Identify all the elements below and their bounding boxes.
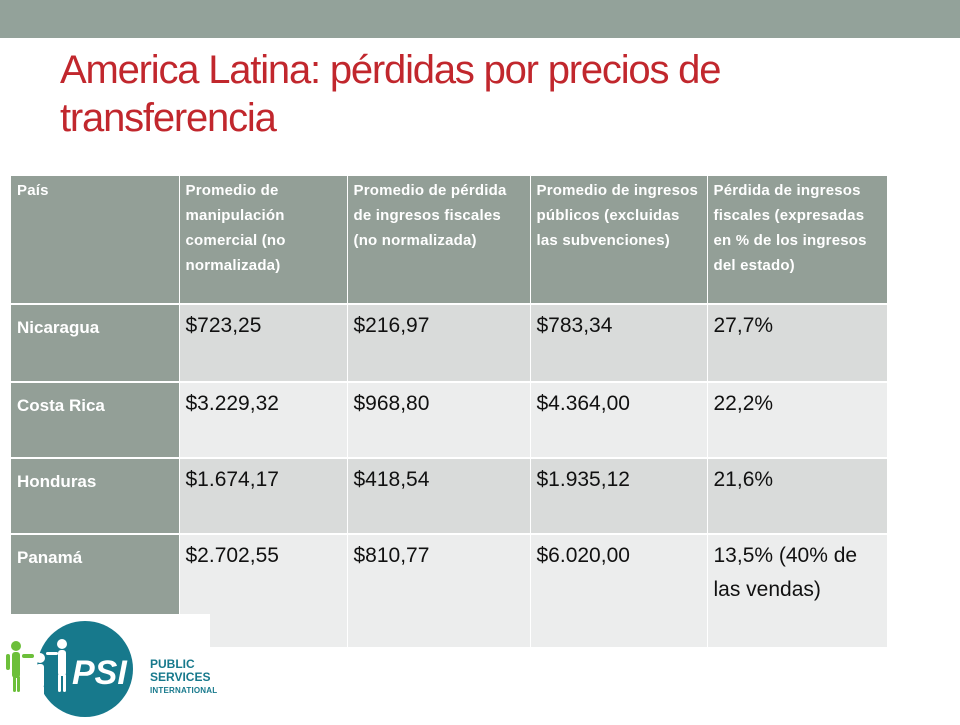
slide-title: America Latina: pérdidas por precios de …: [60, 48, 721, 140]
header-country: País: [11, 176, 180, 305]
table-cell: 13,5% (40% de las vendas): [707, 534, 888, 649]
table-cell: $216,97: [347, 304, 531, 383]
logo-line-1: PUBLIC: [150, 657, 195, 671]
table-cell: $418,54: [347, 458, 531, 535]
table-row: Nicaragua $723,25 $216,97 $783,34 27,7%: [11, 304, 888, 383]
table-cell: 27,7%: [707, 304, 888, 383]
logo-line-2: SERVICES: [150, 670, 211, 684]
table-cell: $1.935,12: [530, 458, 708, 535]
top-bar: [0, 0, 960, 38]
table-cell: $723,25: [179, 304, 348, 383]
header-trade-manipulation: Promedio de manipulación comercial (no n…: [179, 176, 348, 305]
table-cell: 21,6%: [707, 458, 888, 535]
header-tax-loss-percent: Pérdida de ingresos fiscales (expresadas…: [707, 176, 888, 305]
table-cell: $6.020,00: [530, 534, 708, 649]
country-cell: Honduras: [11, 458, 180, 535]
table-cell: $4.364,00: [530, 382, 708, 459]
psi-logo: PSI: [0, 614, 210, 720]
table-row: Costa Rica $3.229,32 $968,80 $4.364,00 2…: [11, 382, 888, 459]
psi-logo-mark-icon: PSI: [6, 621, 133, 717]
table-cell: $1.674,17: [179, 458, 348, 535]
psi-logo-text: PUBLIC SERVICES INTERNATIONAL: [150, 658, 217, 697]
table-row: Honduras $1.674,17 $418,54 $1.935,12 21,…: [11, 458, 888, 535]
country-cell: Costa Rica: [11, 382, 180, 459]
table-cell: $3.229,32: [179, 382, 348, 459]
header-public-revenue: Promedio de ingresos públicos (excluidas…: [530, 176, 708, 305]
psi-logo-mark-text: PSI: [72, 654, 128, 692]
table-cell: $783,34: [530, 304, 708, 383]
logo-line-3: INTERNATIONAL: [150, 686, 218, 695]
country-cell: Nicaragua: [11, 304, 180, 383]
table-cell: $968,80: [347, 382, 531, 459]
table-cell: $810,77: [347, 534, 531, 649]
table-row: Panamá $2.702,55 $810,77 $6.020,00 13,5%…: [11, 534, 888, 649]
header-tax-loss: Promedio de pérdida de ingresos fiscales…: [347, 176, 531, 305]
table-cell: 22,2%: [707, 382, 888, 459]
data-table: País Promedio de manipulación comercial …: [11, 176, 888, 649]
header-row: País Promedio de manipulación comercial …: [11, 176, 888, 305]
